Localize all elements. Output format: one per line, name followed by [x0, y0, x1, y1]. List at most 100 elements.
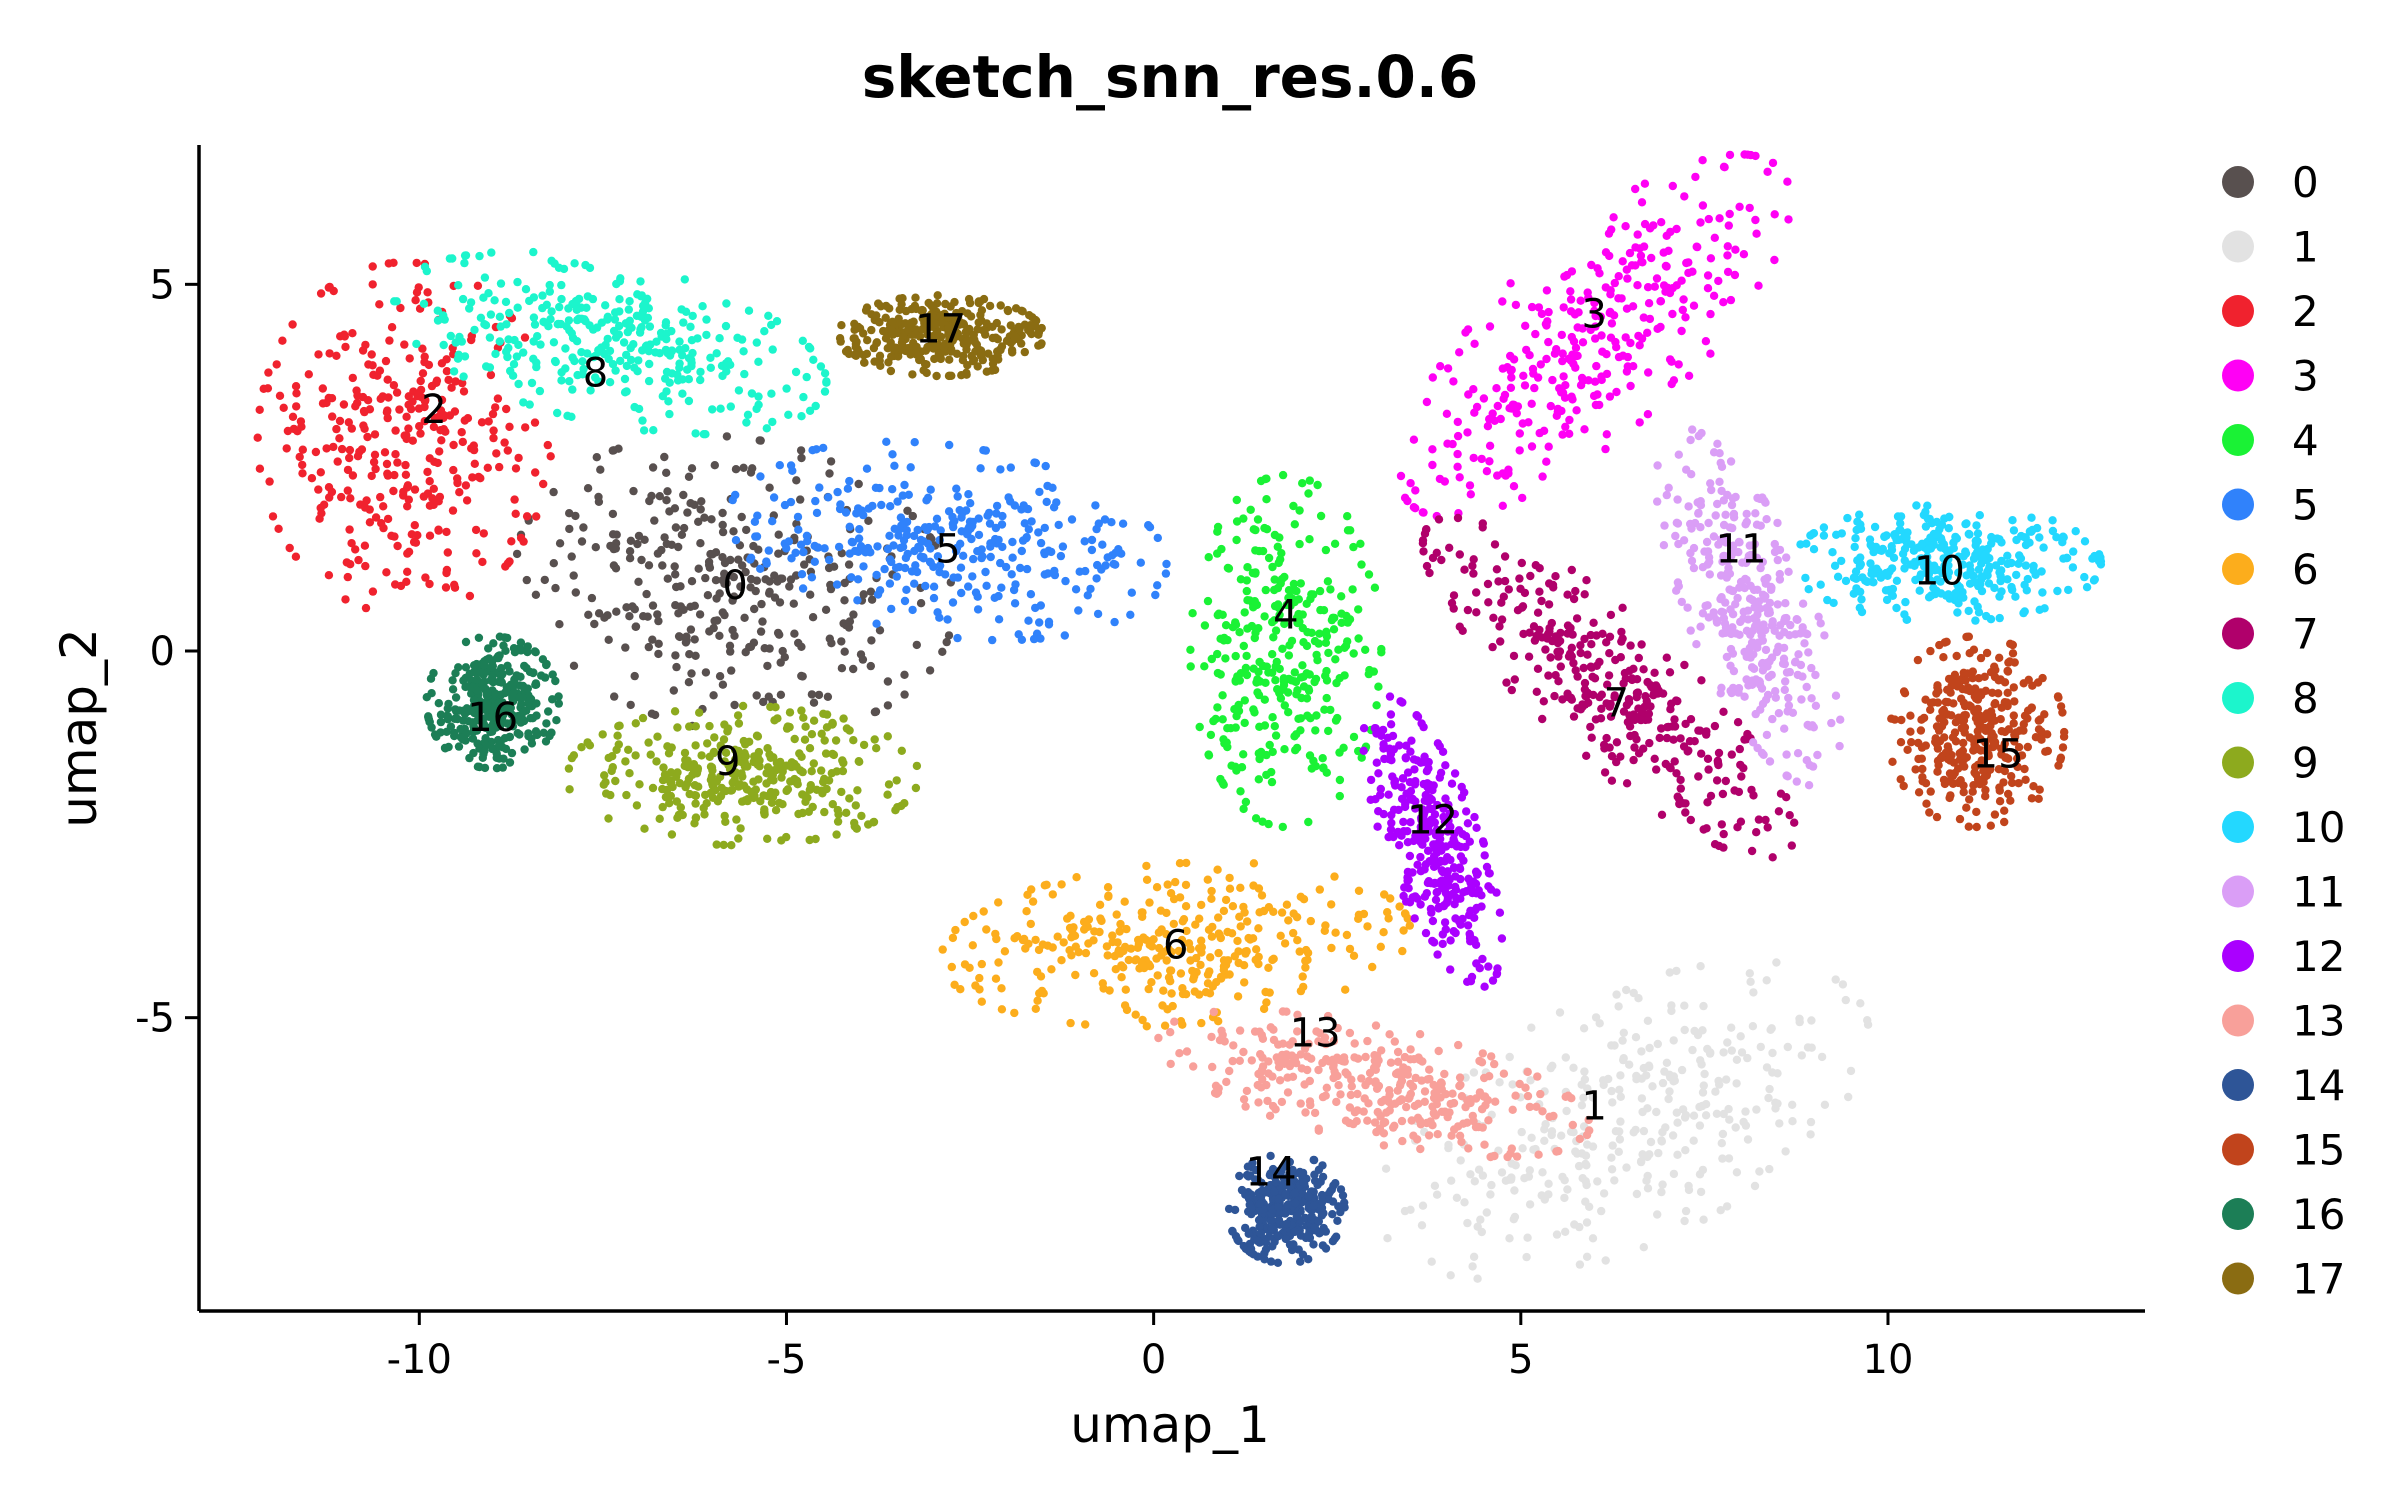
data-point	[420, 402, 429, 412]
data-point	[752, 532, 762, 541]
data-point	[1316, 605, 1325, 615]
data-point	[1797, 1051, 1807, 1060]
data-point	[351, 402, 360, 411]
data-point	[746, 468, 756, 477]
data-point	[457, 428, 466, 437]
data-point	[1743, 615, 1753, 624]
data-point	[1206, 730, 1216, 740]
data-point	[796, 495, 805, 504]
data-point	[969, 554, 978, 564]
data-point	[1418, 1201, 1428, 1210]
data-point	[529, 337, 538, 346]
data-point	[1670, 722, 1680, 731]
data-point	[1953, 608, 1962, 617]
data-point	[1269, 633, 1278, 642]
data-point	[1428, 916, 1438, 926]
data-point	[1541, 645, 1550, 654]
data-point	[491, 403, 500, 412]
data-point	[1596, 312, 1606, 321]
data-point	[1027, 517, 1036, 526]
data-point	[1507, 1144, 1517, 1153]
data-point	[1784, 215, 1793, 224]
data-point	[614, 722, 623, 731]
data-point	[1438, 939, 1447, 949]
data-point	[809, 355, 818, 364]
data-point	[1502, 678, 1511, 687]
data-point	[1548, 375, 1557, 385]
data-point	[1719, 520, 1729, 530]
data-point	[587, 593, 597, 603]
data-point	[1679, 295, 1688, 304]
data-point	[1336, 1185, 1346, 1194]
data-point	[1122, 924, 1131, 934]
data-point	[744, 306, 754, 315]
data-point	[1636, 1157, 1646, 1167]
data-point	[430, 413, 439, 423]
data-point	[644, 561, 654, 570]
data-point	[609, 446, 618, 455]
data-point	[1669, 1169, 1679, 1179]
data-point	[1569, 1063, 1578, 1073]
data-point	[760, 805, 769, 814]
data-point	[1484, 882, 1493, 891]
data-point	[1494, 577, 1503, 586]
data-point	[805, 406, 815, 415]
data-point	[403, 567, 412, 576]
data-point	[982, 581, 991, 590]
data-point	[1026, 919, 1036, 929]
data-point	[1781, 1147, 1790, 1156]
data-point	[1713, 439, 1722, 448]
data-point	[1043, 941, 1053, 950]
data-point	[1236, 883, 1245, 892]
data-point	[1578, 1174, 1587, 1183]
data-point	[680, 748, 690, 758]
data-point	[832, 830, 841, 839]
data-point	[1885, 549, 1894, 558]
data-point	[1416, 852, 1425, 862]
data-point	[549, 487, 558, 497]
data-point	[1231, 723, 1240, 732]
data-point	[395, 405, 404, 414]
data-point	[1349, 649, 1358, 658]
data-point	[1430, 1181, 1440, 1191]
data-point	[1606, 712, 1616, 721]
data-point	[1288, 1072, 1298, 1082]
data-point	[953, 492, 962, 501]
data-point	[1470, 339, 1479, 348]
data-point	[325, 349, 334, 358]
data-point	[775, 630, 784, 639]
data-point	[1200, 662, 1209, 671]
data-point	[1024, 616, 1033, 625]
data-point	[1612, 387, 1621, 397]
data-point	[368, 262, 377, 271]
data-point	[975, 973, 984, 983]
data-point	[1241, 1102, 1250, 1111]
data-point	[283, 426, 293, 436]
data-point	[648, 635, 657, 644]
data-point	[615, 277, 625, 286]
data-point	[1804, 585, 1813, 594]
data-point	[650, 516, 659, 525]
data-point	[754, 775, 763, 784]
data-point	[953, 633, 962, 643]
data-point	[1300, 1080, 1309, 1089]
data-point	[800, 735, 810, 744]
data-point	[1841, 995, 1851, 1005]
data-point	[1742, 652, 1751, 661]
data-point	[1611, 655, 1620, 665]
data-point	[1327, 900, 1336, 909]
data-point	[1401, 754, 1411, 763]
data-point	[1397, 783, 1406, 792]
data-point	[832, 580, 842, 589]
data-point	[1407, 736, 1416, 745]
data-point	[419, 299, 429, 308]
data-point	[1568, 1120, 1578, 1130]
data-point	[1721, 623, 1731, 632]
data-point	[535, 386, 545, 396]
data-point	[489, 426, 498, 435]
data-point	[335, 416, 345, 426]
data-point	[316, 468, 325, 477]
data-point	[767, 798, 777, 807]
data-point	[1267, 777, 1277, 787]
data-point	[756, 797, 765, 806]
